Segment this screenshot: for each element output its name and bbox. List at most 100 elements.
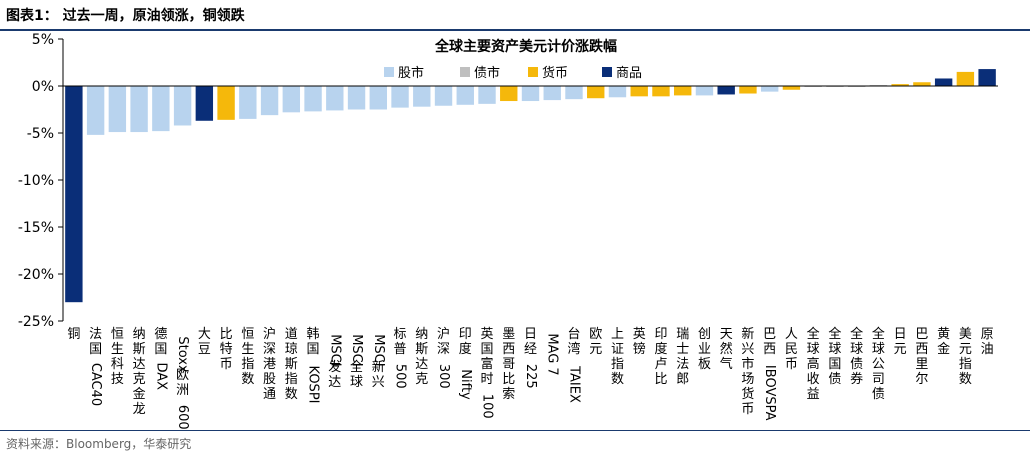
category-label-latin: 100 [480,394,495,419]
category-label: 巴西 [763,327,776,357]
category-label: 人民币 [785,327,798,372]
bar [217,86,235,120]
category-label-latin: Stoxx [175,336,190,373]
category-label-latin: TAIEX [566,365,581,403]
category-label: 台湾 [567,327,580,357]
category-label: 纳斯达克 [415,327,428,387]
category-label: 瑞士法郎 [676,327,689,387]
category-label-latin: Nifty [458,369,473,400]
category-label: 沪深 [437,326,450,357]
bar [195,86,214,121]
category-label: 巴西里尔 [915,327,928,387]
legend-label: 货币 [542,65,568,81]
y-tick-label: 0% [32,79,54,95]
category-label: 比特币 [220,327,233,372]
bar [587,86,605,99]
legend-swatch [460,67,470,77]
category-label: 发达 [328,359,341,390]
category-label: 墨西哥比索 [502,327,515,402]
bar [760,86,779,92]
bar [304,86,322,112]
category-label: 法国 [89,327,102,357]
category-label: 原油 [981,327,994,357]
category-label: 日经 [524,327,537,357]
bar [347,86,366,110]
y-tick-label: 5% [32,32,54,48]
bar [630,86,648,97]
category-label: 全球公司债 [872,326,885,402]
legend-label: 债市 [474,65,500,81]
bar [108,86,127,133]
category-label: 大豆 [198,327,211,357]
legend-swatch [528,67,538,77]
footer-rule [0,430,1030,431]
category-label: 印度卢比 [654,327,667,387]
category-label: 韩国 [307,327,320,357]
bar [434,86,453,106]
category-label-latin: 500 [393,364,408,389]
category-label: 上证指数 [611,327,624,387]
category-label: 全球高收益 [807,326,820,402]
bar [717,86,735,95]
legend-swatch [602,67,612,77]
header-rule [0,29,1030,31]
bar [934,78,953,86]
category-label: 德国 [154,327,167,357]
y-tick-label: -20% [18,267,54,283]
category-label: 欧洲 [176,368,189,398]
category-label-latin: MSCI [371,334,386,366]
bar [282,86,301,113]
bar [65,86,83,303]
category-label: 新兴市场货币 [741,326,754,417]
y-tick-label: -5% [27,126,54,142]
category-label: 全球债券 [850,326,863,387]
category-label: 道琼斯指数 [285,327,298,402]
category-label: 欧元 [589,327,602,357]
category-label-latin: MSCI [327,334,342,366]
bar [152,86,170,132]
bar [391,86,409,108]
category-label: 铜 [67,327,80,342]
y-tick-label: -15% [18,220,54,236]
category-label: 创业板 [698,327,711,372]
category-label-latin: MSCI [349,334,364,366]
category-label-latin: IBOVSPA [762,365,777,421]
bar [652,86,670,97]
bar [608,86,627,98]
y-tick-label: -10% [18,173,54,189]
legend-label: 商品 [616,66,642,81]
bar [456,86,474,105]
legend-swatch [384,67,394,77]
category-label: 标普 [394,327,407,357]
category-label-latin: 300 [436,364,451,389]
category-label-latin: CAC40 [88,363,103,406]
legend-label: 股市 [398,65,424,81]
bar [521,86,540,102]
category-label: 恒生指数 [241,327,254,387]
bar [500,86,518,102]
bar [413,86,431,107]
y-tick-label: -25% [18,314,54,330]
category-label: 日元 [894,327,907,357]
category-label: 纳斯达克金龙 [133,327,146,417]
category-label: 全球国债 [828,326,841,387]
bar [674,86,692,96]
category-label: 美元指数 [959,327,972,387]
bar [130,86,148,133]
chart-title: 全球主要资产美元计价涨跌幅 [434,38,617,55]
category-label: 天然气 [720,327,733,372]
source-note: 资料来源：Bloomberg，华泰研究 [6,437,192,451]
category-label-latin: 600 [175,405,190,429]
bar [239,86,257,119]
category-label: 恒生科技 [111,327,124,387]
bar [173,86,192,126]
figure-title: 图表1： 过去一周，原油领涨，铜领跌 [6,8,245,24]
bar [956,71,975,86]
bar [978,69,996,86]
category-label: 新兴 [372,359,385,390]
bar [891,84,909,86]
bar [565,86,583,100]
category-label: 黄金 [937,327,950,357]
bar [478,86,496,104]
bar [326,86,344,111]
